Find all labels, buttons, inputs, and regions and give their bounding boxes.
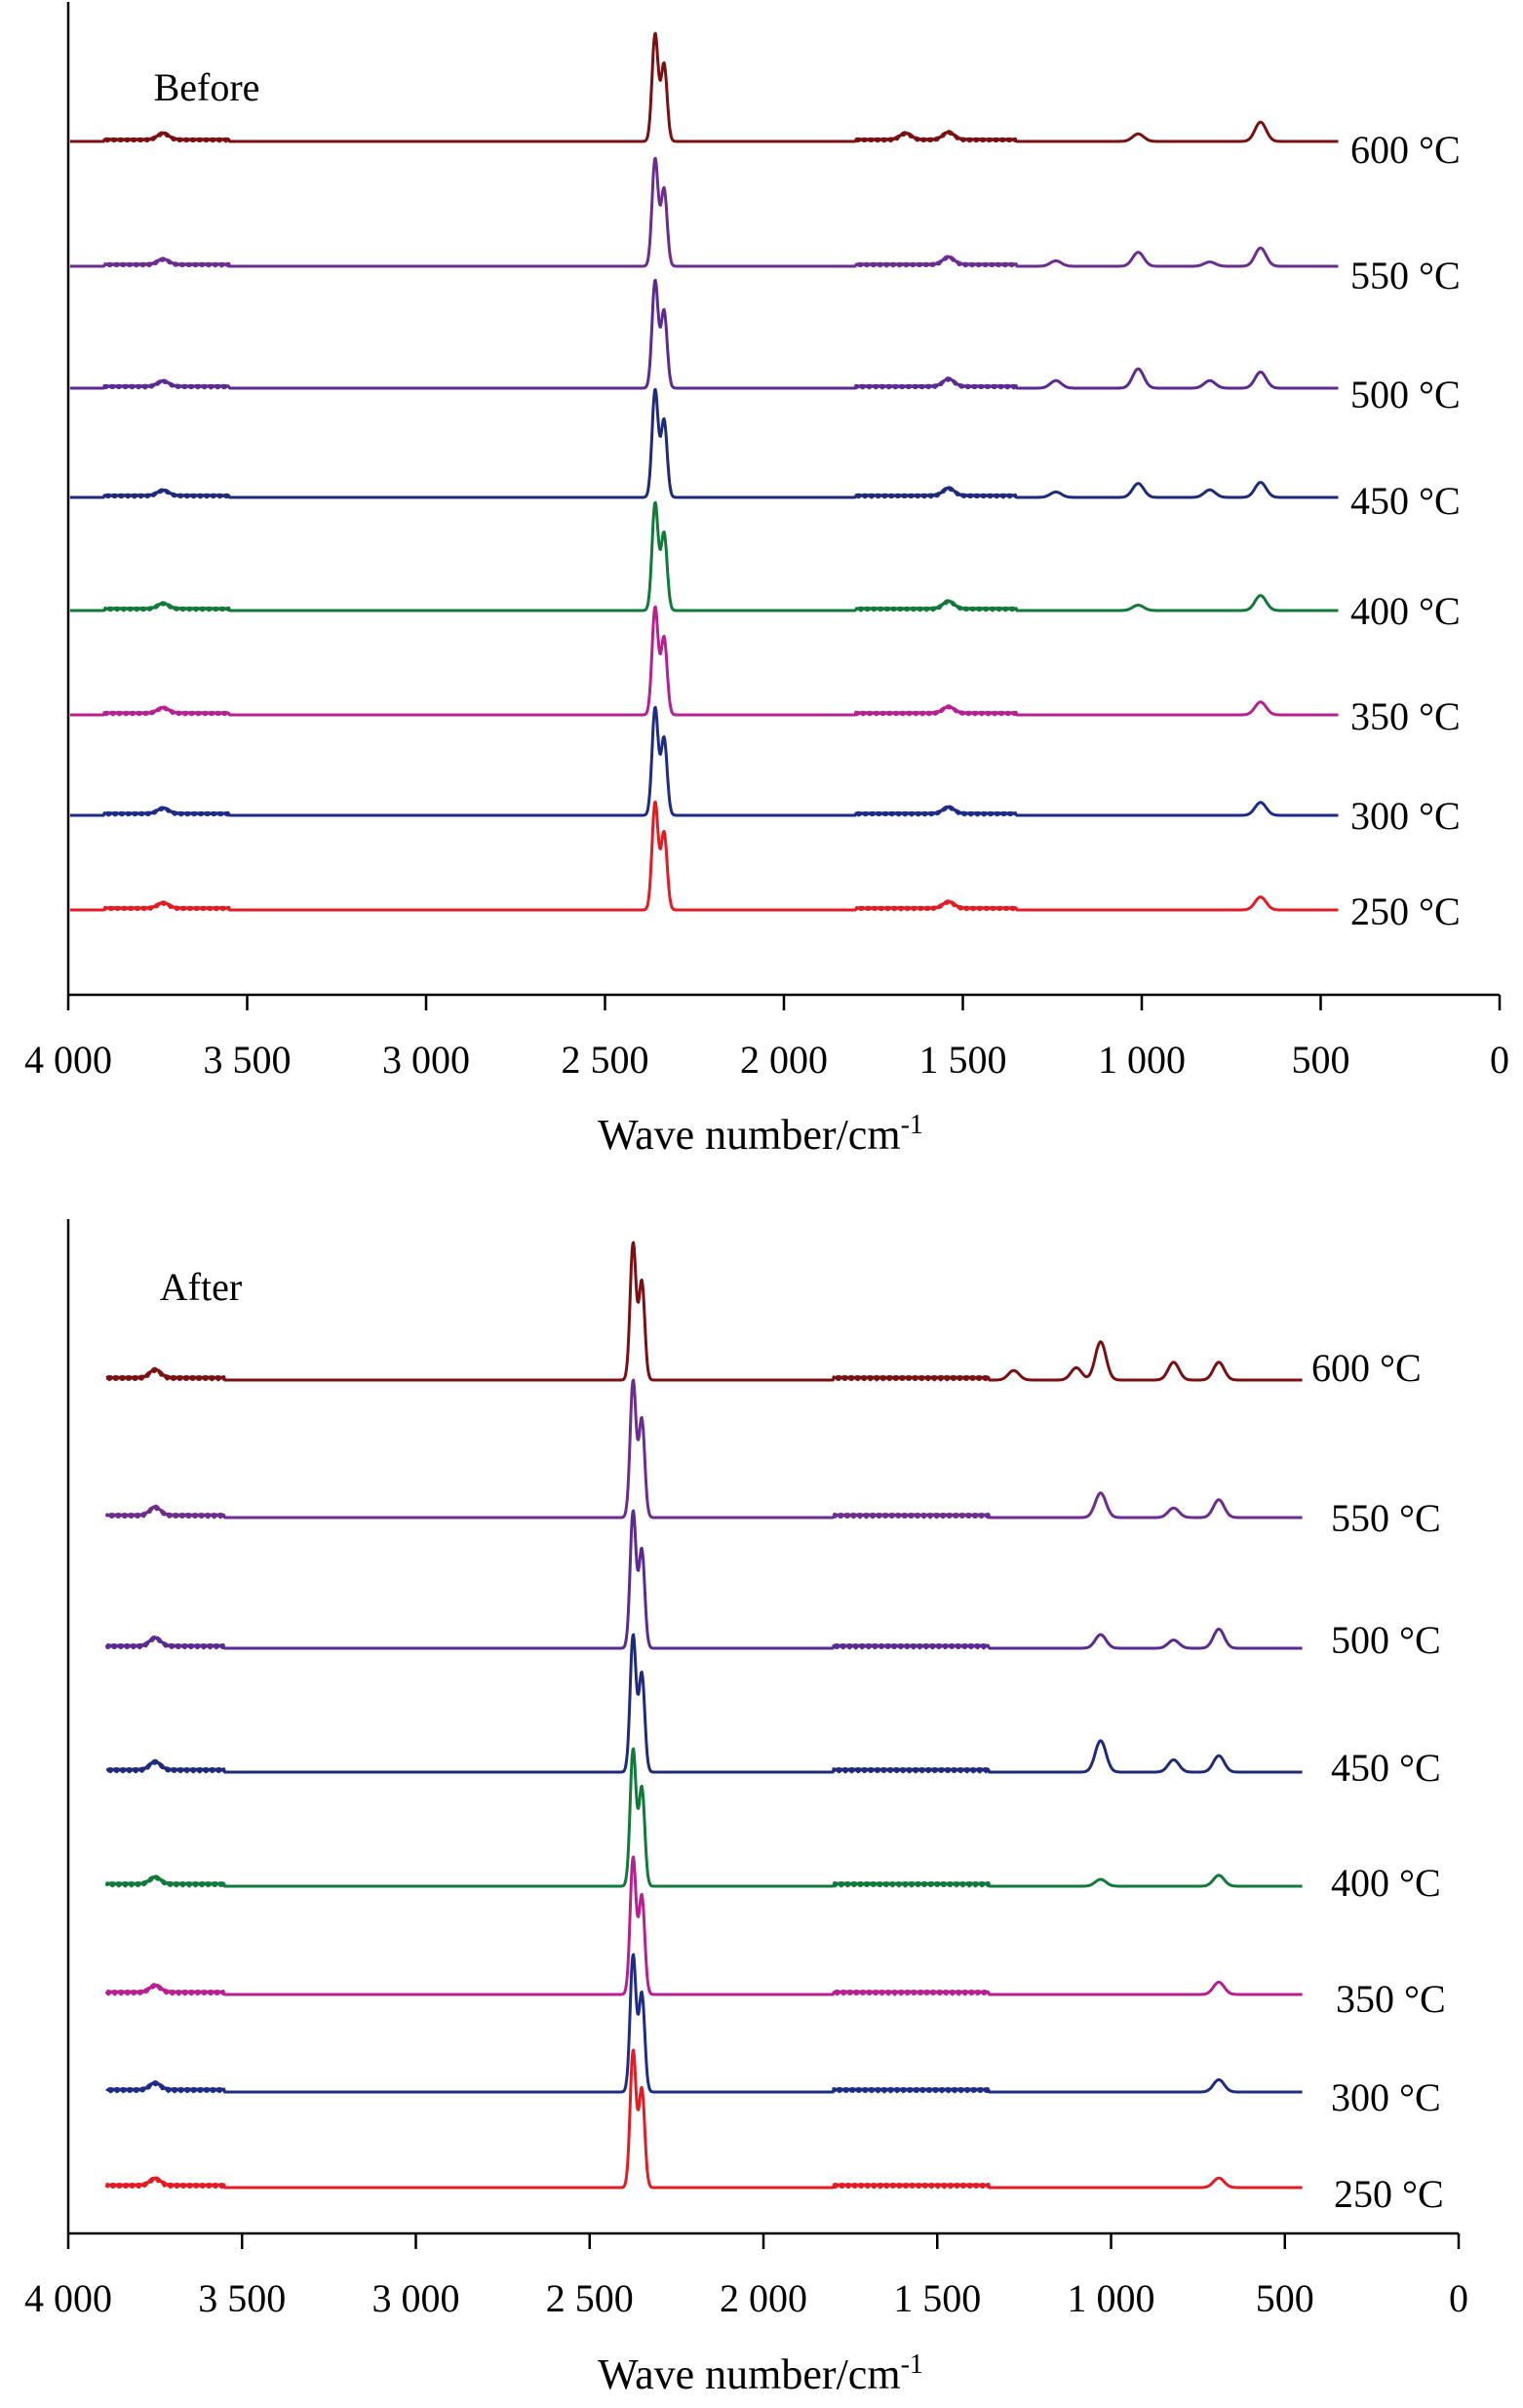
series-line xyxy=(105,1241,1304,1382)
series-line xyxy=(69,387,1340,499)
series-label: 600 °C xyxy=(1350,128,1461,172)
series-line xyxy=(69,500,1340,612)
series-line xyxy=(105,1953,1304,2094)
series-line xyxy=(69,31,1340,143)
x-tick-label: 1 500 xyxy=(893,2276,981,2320)
x-tick-label: 500 xyxy=(1256,2276,1314,2320)
x-axis-label-text: Wave number/cm xyxy=(598,2350,900,2398)
x-axis-label: Wave number/cm-1 xyxy=(598,1110,923,1159)
series-line xyxy=(104,2048,1304,2190)
ftir-panel-after: 4 000 3 500 3 000 2 500 2 000 1 500 1 000 500 0 W… xyxy=(24,1219,1468,2398)
series-line xyxy=(104,1747,1304,1888)
series-label: 250 °C xyxy=(1350,889,1461,933)
panel-label: After xyxy=(160,1265,242,1309)
series-label: 550 °C xyxy=(1331,1496,1441,1540)
x-tick-label: 3 000 xyxy=(372,2276,460,2320)
x-tick-label: 1 500 xyxy=(919,1038,1007,1082)
x-tick-label: 500 xyxy=(1292,1038,1350,1082)
series-line xyxy=(104,1509,1304,1650)
x-tick-label: 2 500 xyxy=(546,2276,634,2320)
x-tick-label: 4 000 xyxy=(24,1038,112,1082)
series-label: 550 °C xyxy=(1350,254,1461,297)
series-label: 500 °C xyxy=(1331,1618,1441,1662)
series-line xyxy=(104,1378,1304,1520)
x-tick-label: 0 xyxy=(1449,2276,1468,2320)
series-line xyxy=(69,278,1340,390)
series-line xyxy=(69,156,1340,268)
x-tick-label: 2 000 xyxy=(720,2276,807,2320)
x-tick-label: 3 500 xyxy=(204,1038,292,1082)
x-tick-label: 2 000 xyxy=(740,1038,828,1082)
x-tick-label: 1 000 xyxy=(1068,2276,1155,2320)
x-tick-label: 3 000 xyxy=(382,1038,470,1082)
series-line xyxy=(104,1855,1304,1996)
panel-label: Before xyxy=(154,65,260,109)
x-tick-label: 0 xyxy=(1490,1038,1509,1082)
x-tick-label: 1 000 xyxy=(1098,1038,1186,1082)
series-label: 400 °C xyxy=(1350,589,1461,633)
x-tick-label: 2 500 xyxy=(562,1038,649,1082)
x-axis-label-text: Wave number/cm xyxy=(598,1111,900,1159)
series-label: 350 °C xyxy=(1350,694,1461,738)
series-label: 450 °C xyxy=(1350,479,1461,523)
series-line xyxy=(105,1633,1304,1774)
series-label: 450 °C xyxy=(1331,1746,1441,1790)
x-tick-label: 4 000 xyxy=(24,2276,112,2320)
series-label: 300 °C xyxy=(1331,2075,1441,2119)
x-tick-label: 3 500 xyxy=(198,2276,286,2320)
series-label: 250 °C xyxy=(1334,2172,1444,2216)
x-axis-label-superscript: -1 xyxy=(901,1110,923,1140)
ftir-panel-before: 4 000 3 500 3 000 2 500 2 000 1 500 1 000 500 0 W… xyxy=(24,2,1509,1159)
series-line xyxy=(69,605,1340,717)
series-line xyxy=(69,800,1340,912)
series-label: 350 °C xyxy=(1336,1977,1446,2021)
series-label: 300 °C xyxy=(1350,794,1461,838)
x-axis-label-superscript: -1 xyxy=(901,2349,923,2380)
series-label: 500 °C xyxy=(1350,373,1461,416)
series-label: 400 °C xyxy=(1331,1861,1441,1905)
x-axis-label: Wave number/cm-1 xyxy=(598,2349,923,2398)
series-line xyxy=(69,705,1340,817)
series-label: 600 °C xyxy=(1311,1346,1422,1390)
